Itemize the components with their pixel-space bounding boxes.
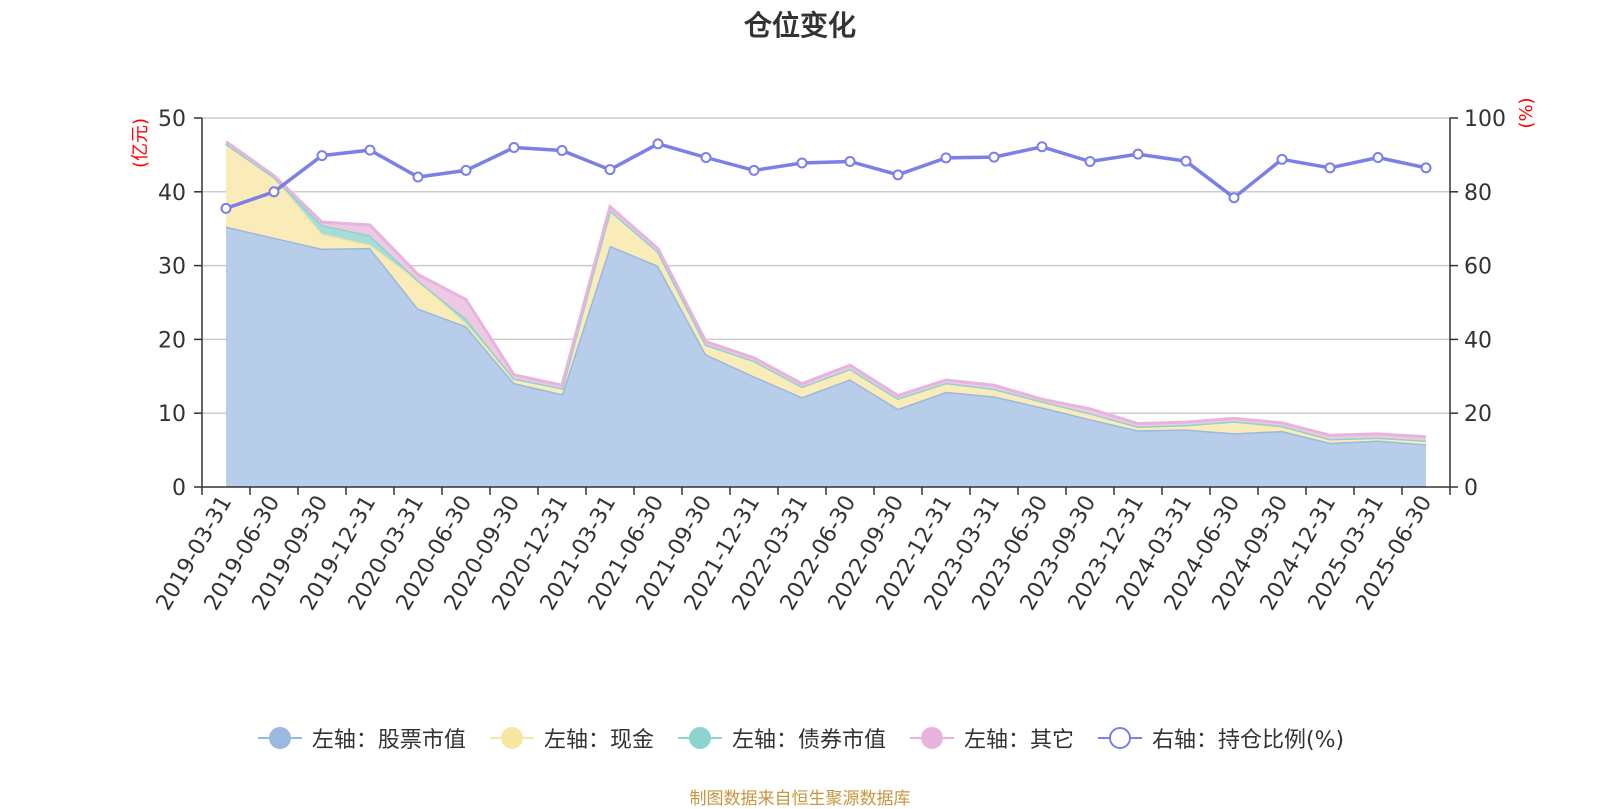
left-axis-unit: (亿元)	[130, 118, 151, 168]
legend-item[interactable]: 左轴：股票市值	[256, 722, 466, 754]
ratio-point	[1420, 162, 1432, 174]
right-axis-tick-label: 100	[1464, 107, 1506, 132]
legend-label: 右轴：持仓比例(%)	[1151, 728, 1345, 753]
left-axis-tick-label: 0	[172, 476, 186, 501]
source-footnote: 制图数据来自恒生聚源数据库	[689, 789, 911, 809]
area-edge-3	[225, 140, 1427, 439]
right-axis-unit: (%)	[1516, 97, 1537, 128]
ratio-point	[460, 164, 472, 176]
ratio-point	[316, 150, 328, 162]
right-axis-tick-label: 80	[1464, 181, 1492, 206]
ratio-point	[1036, 141, 1048, 153]
ratio-point	[892, 169, 904, 181]
ratio-point	[652, 138, 664, 150]
legend: 左轴：股票市值 左轴：现金 左轴：债券市值 左轴：其它 右轴：持仓比例(%)	[0, 722, 1600, 754]
ratio-line	[220, 138, 1432, 214]
legend-marker-icon	[257, 727, 302, 749]
chart-title: 仓位变化	[743, 9, 856, 42]
ratio-point	[700, 151, 712, 163]
legend-marker-icon	[677, 727, 722, 749]
legend-marker-icon	[1097, 727, 1142, 749]
legend-marker-icon	[489, 727, 534, 749]
right-axis-tick-label: 60	[1464, 255, 1492, 280]
ratio-point	[1276, 153, 1288, 165]
area-1	[226, 143, 1426, 445]
legend-item[interactable]: 左轴：现金	[488, 722, 654, 754]
ratio-point	[748, 164, 760, 176]
area-0	[226, 226, 1426, 487]
ratio-point	[220, 202, 232, 214]
ratio-point	[1132, 148, 1144, 160]
legend-label: 左轴：债券市值	[731, 728, 886, 753]
legend-item[interactable]: 左轴：债券市值	[676, 722, 886, 754]
left-axis-tick-label: 30	[158, 255, 186, 280]
axes	[194, 117, 1458, 495]
ratio-point	[940, 152, 952, 164]
ratio-point	[1324, 162, 1336, 174]
left-axis-tick-label: 50	[158, 107, 186, 132]
legend-marker-icon	[909, 727, 954, 749]
ratio-line-path	[225, 141, 1427, 211]
ratio-point	[796, 157, 808, 169]
ratio-point	[604, 164, 616, 176]
right-axis-tick-label: 0	[1464, 476, 1478, 501]
ratio-point	[1228, 192, 1240, 204]
legend-label: 左轴：股票市值	[311, 728, 466, 753]
ratio-point	[1372, 151, 1384, 163]
ratio-point	[1180, 155, 1192, 167]
ratio-point	[364, 144, 376, 156]
chart-plot: 35.333.832.332.424.221.814.112.632.730.0…	[130, 97, 1537, 614]
stacked-areas: 35.333.832.332.424.221.814.112.632.730.0…	[225, 140, 1427, 487]
ratio-point	[556, 144, 568, 156]
right-axis-tick-label: 40	[1464, 328, 1492, 353]
legend-item[interactable]: 左轴：其它	[908, 722, 1074, 754]
legend-label: 左轴：现金	[543, 728, 654, 753]
left-axis-tick-label: 20	[158, 328, 186, 353]
legend-label: 左轴：其它	[963, 728, 1074, 753]
ratio-point	[268, 186, 280, 198]
left-axis-tick-label: 10	[158, 402, 186, 427]
legend-item[interactable]: 右轴：持仓比例(%)	[1096, 722, 1344, 754]
right-axis-tick-label: 20	[1464, 402, 1492, 427]
ratio-point	[988, 151, 1000, 163]
ratio-point	[1084, 156, 1096, 168]
left-axis-tick-label: 40	[158, 181, 186, 206]
ratio-point	[412, 171, 424, 183]
ratio-point	[844, 156, 856, 168]
ratio-point	[508, 142, 520, 154]
